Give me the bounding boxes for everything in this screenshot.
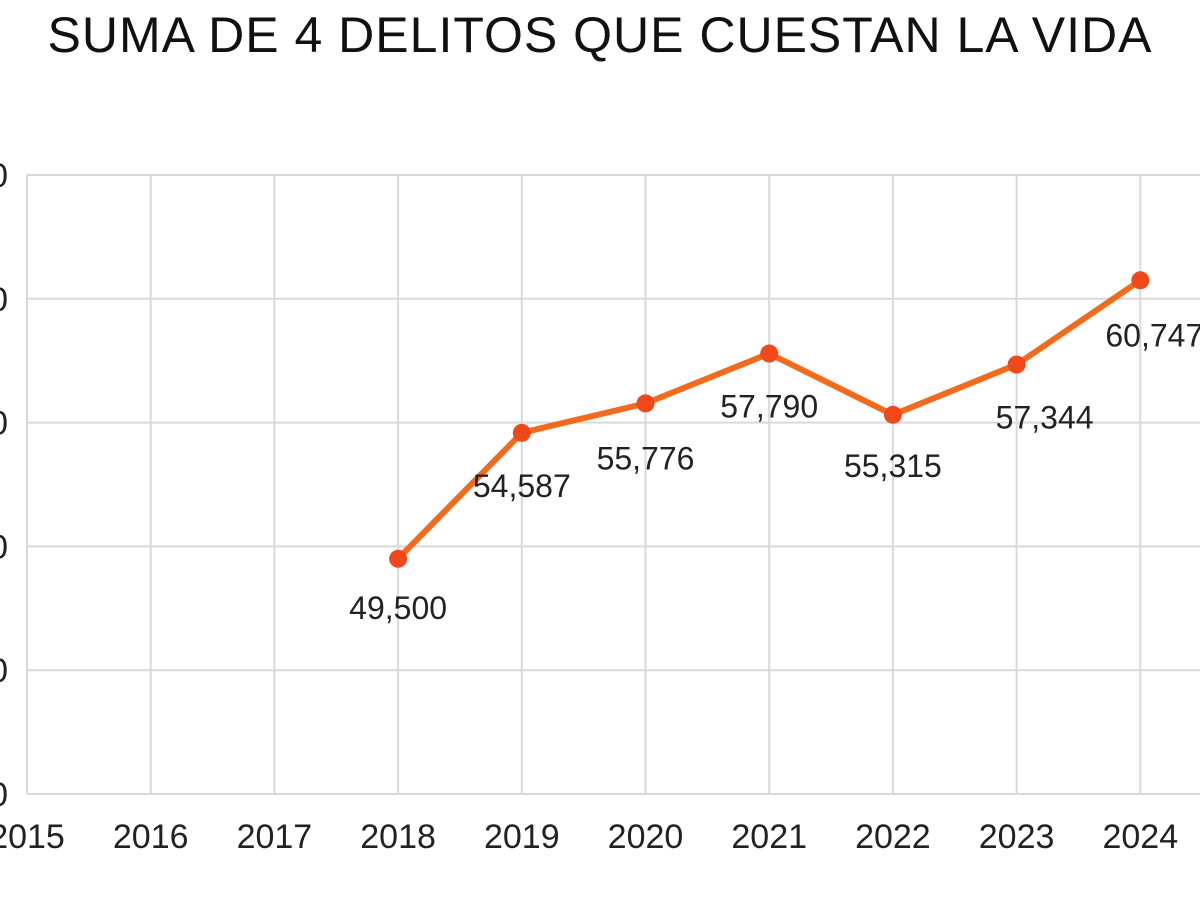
y-tick-label: 40,000 <box>0 776 8 814</box>
data-label: 54,587 <box>473 468 571 504</box>
y-tick-label: 55,000 <box>0 405 8 443</box>
x-tick-label: 2023 <box>979 818 1055 856</box>
x-tick-label: 2018 <box>360 818 436 856</box>
x-tick-label: 2015 <box>0 818 65 856</box>
chart-title: SUMA DE 4 DELITOS QUE CUESTAN LA VIDA <box>47 7 1153 63</box>
x-tick-label: 2017 <box>237 818 313 856</box>
data-point <box>636 394 655 413</box>
x-tick-label: 2022 <box>855 818 931 856</box>
data-label: 57,790 <box>720 389 818 425</box>
y-tick-label: 45,000 <box>0 652 8 690</box>
data-point <box>1007 355 1026 374</box>
data-point <box>512 423 531 442</box>
data-point <box>883 405 902 424</box>
data-label: 55,776 <box>597 440 695 476</box>
data-point <box>1131 271 1150 290</box>
x-tick-label: 2024 <box>1102 818 1178 856</box>
y-tick-label: 60,000 <box>0 281 8 319</box>
data-point <box>389 549 408 568</box>
data-label: 49,500 <box>349 590 447 626</box>
data-label: 57,344 <box>996 400 1094 436</box>
y-tick-label: 50,000 <box>0 528 8 566</box>
data-label: 60,747 <box>1105 317 1200 353</box>
data-point <box>760 344 779 363</box>
x-tick-label: 2020 <box>608 818 684 856</box>
x-tick-label: 2019 <box>484 818 560 856</box>
y-tick-label: 65,000 <box>0 157 8 195</box>
x-tick-label: 2021 <box>731 818 807 856</box>
data-label: 55,315 <box>844 448 942 484</box>
x-tick-label: 2016 <box>113 818 189 856</box>
